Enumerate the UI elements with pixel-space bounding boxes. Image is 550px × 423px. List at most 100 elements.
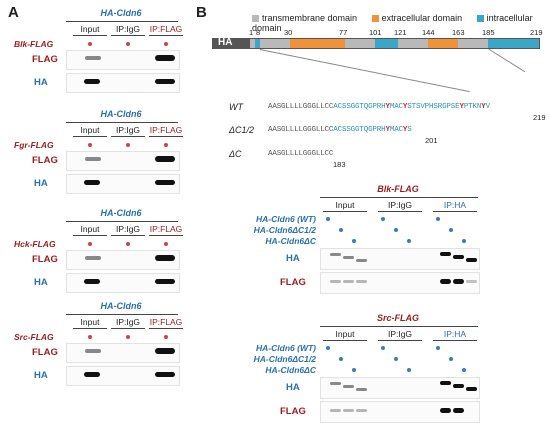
panel-a-letter: A <box>8 4 19 21</box>
lane-dot <box>339 228 343 232</box>
lane-dot <box>126 143 130 147</box>
column-underline <box>149 35 183 36</box>
column-underline <box>111 35 145 36</box>
row-label-flag: FLAG <box>280 277 306 288</box>
band <box>85 349 101 353</box>
lane-dot <box>436 346 440 350</box>
domain-segment <box>428 38 458 49</box>
domain-segment <box>250 38 255 49</box>
band <box>85 157 101 161</box>
legend-swatch-ic <box>476 15 484 23</box>
row-label-flag: FLAG <box>32 347 58 358</box>
column-header: IP:FLAG <box>149 125 183 135</box>
title-underline <box>66 122 178 123</box>
band <box>155 372 175 377</box>
blot-title: HA-Cldn6 <box>100 208 142 218</box>
domain-segment <box>398 38 428 49</box>
legend-label-tm: transmembrane domain <box>262 13 358 23</box>
end-position: 201 <box>425 136 438 145</box>
band <box>466 387 477 391</box>
sequence-residues: AASGLLLLGGGLLCC <box>268 150 334 158</box>
condition-label: HA-Cldn6ΔC <box>265 236 316 246</box>
lane-dot <box>88 143 92 147</box>
band <box>84 79 100 84</box>
lane-dot <box>326 346 330 350</box>
lane-dot <box>352 239 356 243</box>
lane-dot <box>381 217 385 221</box>
band <box>356 280 367 283</box>
lane-dot <box>164 42 168 46</box>
blot-title: HA-Cldn6 <box>100 301 142 311</box>
band <box>85 256 101 260</box>
position-tick: 8 <box>256 28 261 37</box>
blot-strip <box>66 250 180 270</box>
blot-title: Blk-FLAG <box>377 184 419 194</box>
column-header: Input <box>80 317 100 327</box>
domain-segment <box>290 38 345 49</box>
position-tick: 1 <box>249 28 254 37</box>
sequence-residues: Y <box>459 103 464 111</box>
blot-strip <box>320 377 480 399</box>
blot-strip <box>66 343 180 363</box>
blot-strip <box>320 248 480 270</box>
sequence-residues: ACSSGGTQGPRH <box>333 103 386 111</box>
column-header: IP:HA <box>443 200 467 210</box>
column-underline <box>73 136 107 137</box>
column-underline <box>149 235 183 236</box>
column-underline <box>378 340 422 341</box>
bait-label: Blk-FLAG <box>14 39 54 49</box>
blot-strip <box>66 174 180 194</box>
band <box>343 385 354 388</box>
band <box>330 280 341 283</box>
row-label-ha: HA <box>286 253 300 264</box>
condition-label: HA-Cldn6 (WT) <box>256 214 316 224</box>
title-underline <box>66 221 178 222</box>
band <box>84 279 100 284</box>
lane-dot <box>449 357 453 361</box>
column-underline <box>73 235 107 236</box>
lane-dot <box>164 242 168 246</box>
sequence-residues: Y <box>385 126 390 134</box>
domain-segment <box>255 38 260 49</box>
condition-label: HA-Cldn6ΔC1/2 <box>253 354 316 364</box>
lane-dot <box>394 228 398 232</box>
domain-legend: transmembrane domain extracellular domai… <box>252 13 550 33</box>
lane-dot <box>164 335 168 339</box>
band <box>343 280 354 283</box>
row-label-ha: HA <box>34 370 48 381</box>
sequence-residues: AASGLLLLGGGLLCC <box>268 126 334 134</box>
band <box>343 409 354 412</box>
sequence-residues: V <box>485 103 491 111</box>
band <box>85 56 101 60</box>
band <box>440 408 451 413</box>
band <box>356 388 367 391</box>
position-tick: 163 <box>452 28 465 37</box>
condition-label: HA-Cldn6 (WT) <box>256 343 316 353</box>
band <box>440 252 451 256</box>
column-underline <box>73 35 107 36</box>
sequence-residues: PTKN <box>463 103 482 111</box>
sequence-residues: AASGLLLLGGGLLCC <box>268 103 334 111</box>
position-tick: 77 <box>339 28 348 37</box>
sequence-residues: Y <box>481 103 486 111</box>
lane-dot <box>126 242 130 246</box>
blot-strip <box>66 151 180 171</box>
construct-name: WT <box>229 102 243 112</box>
end-position: 183 <box>333 160 346 169</box>
domain-segment <box>488 38 540 49</box>
row-label-ha: HA <box>34 178 48 189</box>
position-tick: 121 <box>394 28 407 37</box>
band <box>330 409 341 412</box>
column-header: Input <box>80 224 100 234</box>
legend-swatch-tm <box>252 15 259 23</box>
domain-segment <box>345 38 375 49</box>
column-underline <box>111 328 145 329</box>
sequence-residues: MAC <box>389 126 403 134</box>
band <box>155 55 175 61</box>
band <box>356 259 367 262</box>
band <box>440 381 451 385</box>
position-tick: 144 <box>422 28 435 37</box>
row-label-flag: FLAG <box>32 155 58 166</box>
column-underline <box>323 211 367 212</box>
band <box>155 156 175 162</box>
